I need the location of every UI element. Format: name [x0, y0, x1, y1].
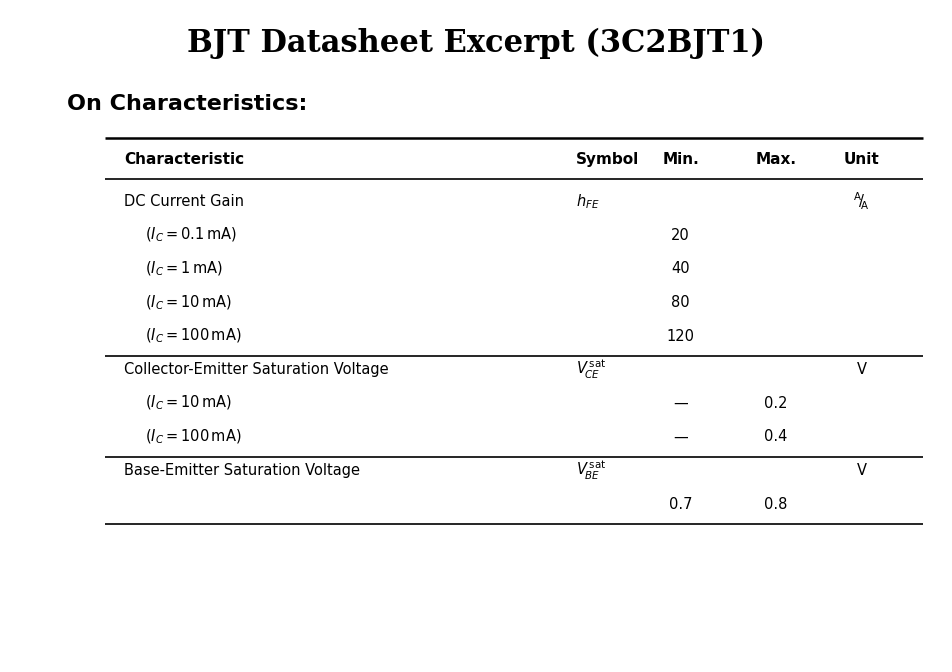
Text: $(I_C = 100\,\mathrm{mA})$: $(I_C = 100\,\mathrm{mA})$ — [145, 327, 241, 345]
Text: $h_{FE}$: $h_{FE}$ — [576, 192, 600, 211]
Text: $(I_C = 10\,\mathrm{mA})$: $(I_C = 10\,\mathrm{mA})$ — [145, 394, 232, 413]
Text: 0.2: 0.2 — [764, 396, 787, 411]
Text: 120: 120 — [666, 329, 695, 343]
Text: V: V — [857, 463, 866, 478]
Text: $(I_C = 10\,\mathrm{mA})$: $(I_C = 10\,\mathrm{mA})$ — [145, 293, 232, 312]
Text: 0.4: 0.4 — [764, 429, 787, 444]
Text: Min.: Min. — [663, 153, 699, 167]
Text: $V_{\!BE}^{\,\mathrm{sat}}$: $V_{\!BE}^{\,\mathrm{sat}}$ — [576, 459, 606, 482]
Text: V: V — [857, 362, 866, 377]
Text: —: — — [673, 429, 688, 444]
Text: On Characteristics:: On Characteristics: — [67, 94, 307, 114]
Text: DC Current Gain: DC Current Gain — [124, 194, 244, 209]
Text: $(I_C = 100\,\mathrm{mA})$: $(I_C = 100\,\mathrm{mA})$ — [145, 427, 241, 446]
Text: Symbol: Symbol — [576, 153, 639, 167]
Text: 40: 40 — [671, 261, 690, 276]
Text: 0.7: 0.7 — [669, 497, 692, 511]
Text: BJT Datasheet Excerpt (3C2BJT1): BJT Datasheet Excerpt (3C2BJT1) — [187, 28, 765, 59]
Text: Characteristic: Characteristic — [124, 153, 244, 167]
Text: 80: 80 — [671, 295, 690, 310]
Text: Base-Emitter Saturation Voltage: Base-Emitter Saturation Voltage — [124, 463, 360, 478]
Text: $(I_C = 0.1\,\mathrm{mA})$: $(I_C = 0.1\,\mathrm{mA})$ — [145, 226, 236, 245]
Text: 0.8: 0.8 — [764, 497, 787, 511]
Text: $(I_C = 1\,\mathrm{mA})$: $(I_C = 1\,\mathrm{mA})$ — [145, 259, 223, 278]
Text: Unit: Unit — [843, 153, 880, 167]
Text: 20: 20 — [671, 228, 690, 243]
Text: Max.: Max. — [755, 153, 797, 167]
Text: Collector-Emitter Saturation Voltage: Collector-Emitter Saturation Voltage — [124, 362, 388, 377]
Text: $^{\mathsf{A}}\!/\!_{\mathsf{A}}$: $^{\mathsf{A}}\!/\!_{\mathsf{A}}$ — [853, 191, 870, 212]
Text: —: — — [673, 396, 688, 411]
Text: $V_{\!CE}^{\,\mathrm{sat}}$: $V_{\!CE}^{\,\mathrm{sat}}$ — [576, 358, 606, 381]
